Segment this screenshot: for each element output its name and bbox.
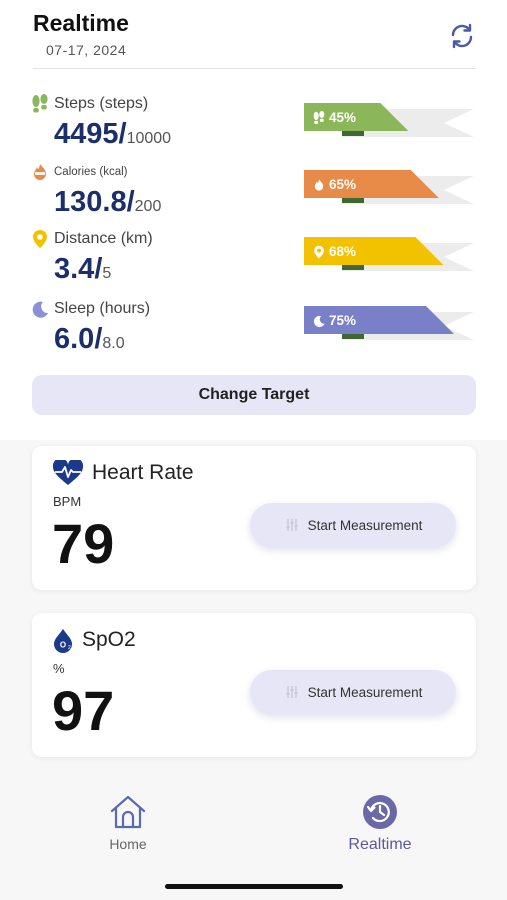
calories-label: Calories (kcal) — [30, 162, 128, 182]
heart-rate-unit: BPM — [53, 494, 82, 509]
distance-percent: 68% — [329, 244, 357, 259]
footprints-icon — [32, 94, 48, 113]
spo2-start-measurement-button[interactable]: Start Measurement — [250, 670, 456, 714]
date-label: 07-17, 2024 — [46, 42, 127, 58]
flame-icon — [34, 164, 46, 180]
spo2-card: O 2 SpO2 % 97 Start Measurement — [32, 613, 476, 757]
moon-icon — [32, 301, 48, 318]
progress-fold — [342, 131, 364, 136]
progress-fold — [342, 265, 364, 270]
sleep-percent: 75% — [329, 313, 357, 328]
spo2-unit: % — [53, 661, 65, 676]
heart-pulse-icon — [52, 460, 84, 485]
progress-fill — [304, 306, 454, 334]
nav-home[interactable]: Home — [68, 794, 188, 852]
refresh-icon — [451, 23, 473, 49]
nav-realtime[interactable]: Realtime — [320, 794, 440, 854]
change-target-button[interactable]: Change Target — [32, 375, 476, 415]
sliders-icon — [286, 519, 298, 531]
spo2-value: 97 — [52, 679, 115, 742]
svg-text:O: O — [60, 641, 66, 650]
bottom-nav: Home Realtime — [0, 780, 507, 900]
home-icon — [110, 795, 146, 829]
sleep-label: Sleep (hours) — [30, 299, 150, 319]
sleep-metric: Sleep (hours) 6.0/8.0 — [30, 299, 310, 363]
summary-panel: Realtime 07-17, 2024 Steps (steps) 4495/… — [0, 0, 507, 440]
nav-home-label: Home — [109, 836, 147, 852]
spo2-title: SpO2 — [82, 628, 136, 651]
home-indicator — [165, 884, 343, 889]
calories-percent: 65% — [329, 177, 357, 192]
flame-icon — [314, 178, 324, 191]
refresh-button[interactable] — [446, 20, 478, 52]
progress-fill — [304, 103, 409, 131]
progress-fold — [342, 198, 364, 203]
steps-percent-banner: 45% — [302, 101, 478, 141]
heart-rate-value: 79 — [52, 512, 115, 575]
progress-fill — [304, 170, 439, 198]
steps-percent: 45% — [329, 110, 357, 125]
calories-metric: Calories (kcal) 130.8/200 — [30, 162, 310, 226]
oxygen-drop-icon: O 2 — [54, 629, 72, 653]
nav-realtime-label: Realtime — [348, 836, 412, 853]
moon-icon — [313, 315, 325, 327]
steps-metric: Steps (steps) 4495/10000 — [30, 94, 310, 158]
distance-percent-banner: 68% — [302, 235, 478, 275]
heart-rate-title: Heart Rate — [92, 461, 194, 484]
heart-rate-start-measurement-button[interactable]: Start Measurement — [250, 503, 456, 547]
location-pin-icon — [314, 245, 324, 258]
distance-value: 3.4/5 — [54, 253, 112, 285]
footprints-icon — [313, 110, 325, 124]
progress-fill — [304, 237, 444, 265]
location-pin-icon — [33, 230, 47, 248]
distance-metric: Distance (km) 3.4/5 — [30, 229, 310, 293]
steps-label: Steps (steps) — [30, 94, 148, 114]
history-clock-icon — [363, 795, 397, 829]
steps-value: 4495/10000 — [54, 118, 172, 150]
calories-value: 130.8/200 — [54, 186, 162, 218]
heart-rate-card: Heart Rate BPM 79 Start Measurement — [32, 446, 476, 590]
header-divider — [33, 68, 476, 69]
distance-label: Distance (km) — [30, 229, 153, 249]
calories-percent-banner: 65% — [302, 168, 478, 208]
sliders-icon — [286, 686, 298, 698]
sleep-percent-banner: 75% — [302, 304, 478, 344]
progress-fold — [342, 334, 364, 339]
svg-text:2: 2 — [68, 645, 71, 651]
sleep-value: 6.0/8.0 — [54, 323, 125, 355]
page-title: Realtime — [33, 10, 129, 36]
